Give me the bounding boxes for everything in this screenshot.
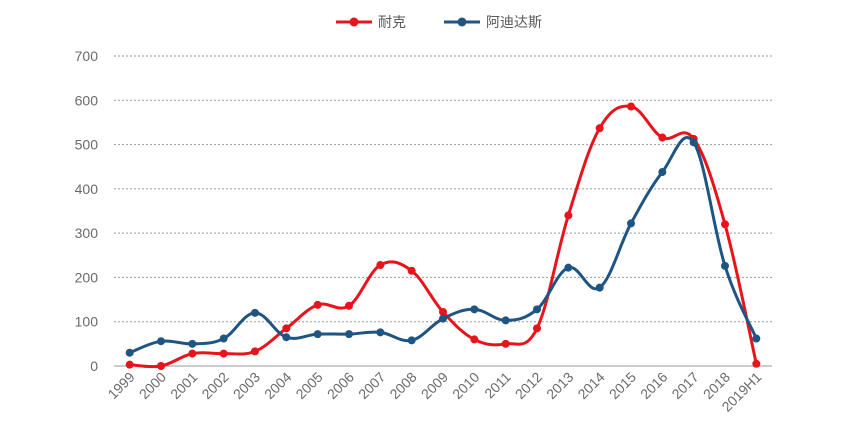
- x-tick-label: 2015: [606, 369, 639, 402]
- x-tick-label: 2016: [637, 369, 670, 402]
- x-tick-label: 2002: [198, 369, 231, 402]
- data-point: [721, 261, 729, 270]
- y-tick-label: 500: [75, 137, 99, 153]
- data-point: [188, 339, 197, 348]
- data-point: [595, 124, 604, 133]
- series-1: [125, 102, 761, 370]
- series-line: [128, 104, 758, 369]
- x-tick-label: 2004: [261, 369, 294, 402]
- data-point: [251, 308, 259, 317]
- y-tick-label: 200: [75, 269, 99, 285]
- data-point: [188, 349, 197, 358]
- x-tick-label: 2000: [136, 369, 169, 402]
- data-point: [533, 324, 541, 333]
- x-tick-label: 2008: [386, 369, 419, 402]
- data-point: [125, 348, 134, 357]
- data-point: [376, 261, 385, 270]
- x-axis-ticks: 1999200020012002200320042005200620072008…: [104, 369, 764, 415]
- legend-item: 耐克: [336, 15, 406, 31]
- legend-label: 耐克: [378, 15, 406, 31]
- y-tick-label: 400: [75, 181, 99, 197]
- y-tick-label: 0: [90, 358, 98, 374]
- data-point: [345, 330, 353, 339]
- data-point: [721, 220, 729, 229]
- data-point: [313, 330, 322, 339]
- data-point: [251, 347, 259, 356]
- y-tick-label: 100: [75, 314, 99, 330]
- legend: 耐克 阿迪达斯: [336, 15, 542, 31]
- data-point: [752, 359, 761, 368]
- data-point: [564, 211, 573, 220]
- legend-item: 阿迪达斯: [444, 15, 542, 31]
- data-point: [157, 337, 165, 346]
- data-point: [564, 263, 573, 272]
- data-point: [407, 336, 416, 345]
- x-tick-label: 1999: [104, 369, 137, 402]
- x-tick-label: 2017: [668, 369, 701, 402]
- y-axis-ticks: 0 100 200 300 400 500 600 700: [75, 48, 99, 374]
- y-tick-label: 600: [75, 92, 99, 108]
- data-point: [219, 334, 228, 343]
- data-point: [689, 138, 698, 147]
- x-tick-label: 2009: [418, 369, 451, 402]
- data-point: [345, 301, 353, 310]
- x-tick-label: 2012: [512, 369, 545, 402]
- data-point: [376, 328, 385, 337]
- y-tick-label: 300: [75, 225, 99, 241]
- data-point: [470, 335, 479, 344]
- data-point: [313, 300, 322, 309]
- data-point: [407, 266, 416, 275]
- y-tick-label: 700: [75, 48, 99, 64]
- x-tick-label: 2011: [481, 369, 514, 402]
- data-point: [627, 219, 635, 228]
- data-point: [595, 283, 604, 292]
- legend-label: 阿迪达斯: [486, 15, 542, 31]
- series-2: [125, 136, 761, 357]
- data-point: [501, 316, 510, 325]
- data-point: [658, 133, 667, 142]
- x-tick-label: 2003: [230, 369, 263, 402]
- data-point: [533, 305, 541, 314]
- x-tick-label: 2010: [449, 369, 482, 402]
- data-point: [125, 360, 134, 369]
- series-lines: [125, 102, 761, 370]
- legend-marker: [457, 17, 467, 27]
- gridlines: [114, 55, 772, 367]
- data-point: [157, 362, 165, 370]
- data-point: [470, 305, 479, 314]
- data-point: [501, 339, 510, 348]
- data-point: [627, 102, 635, 111]
- legend-marker: [349, 17, 359, 27]
- data-point: [439, 314, 447, 323]
- data-point: [752, 334, 761, 343]
- x-tick-label: 2014: [574, 369, 607, 402]
- x-tick-label: 2001: [167, 369, 200, 402]
- data-point: [658, 168, 667, 177]
- x-tick-label: 2006: [324, 369, 357, 402]
- x-tick-label: 2007: [355, 369, 388, 402]
- data-point: [282, 324, 291, 333]
- data-point: [282, 333, 291, 342]
- data-point: [219, 349, 228, 358]
- x-tick-label: 2013: [543, 369, 576, 402]
- x-tick-label: 2005: [292, 369, 325, 402]
- data-point: [439, 307, 447, 316]
